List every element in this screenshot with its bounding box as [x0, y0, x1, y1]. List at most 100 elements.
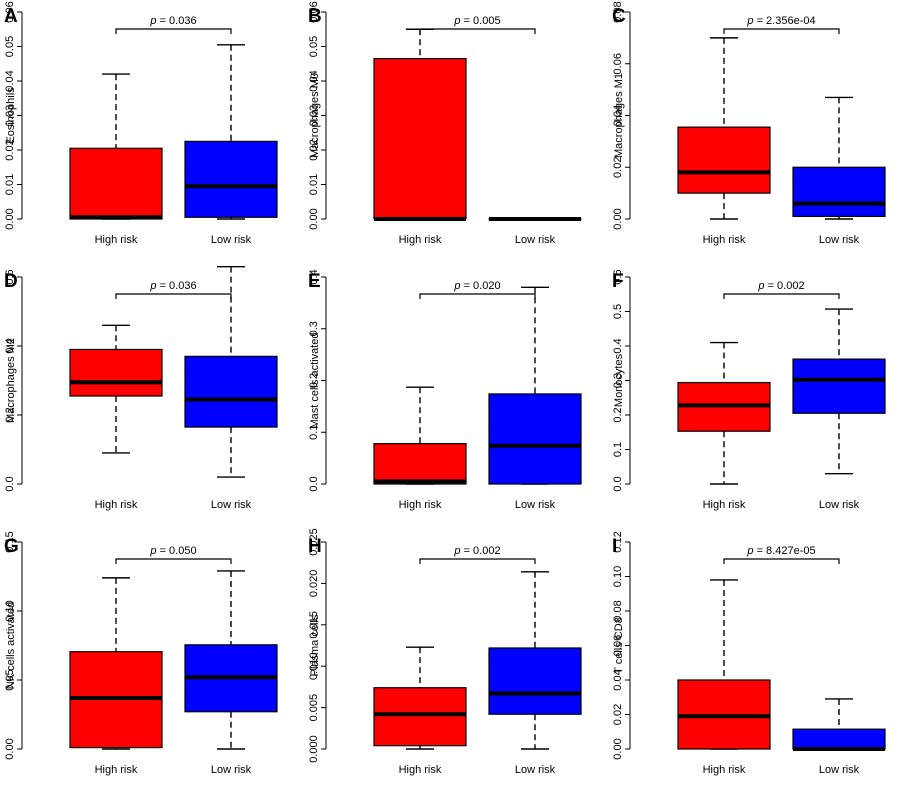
significance-bracket: [116, 294, 231, 299]
significance-bracket: [724, 559, 839, 564]
p-value-label: p = 0.002: [453, 545, 500, 557]
y-tick-label: 0.04: [308, 70, 320, 91]
y-tick-label: 0.00: [4, 738, 16, 759]
x-category-label: Low risk: [211, 764, 252, 776]
p-value-label: p = 0.036: [149, 280, 196, 292]
y-tick-label: 0.3: [612, 373, 624, 388]
y-tick-label: 0.00: [308, 208, 320, 229]
y-tick-label: 0.0: [308, 476, 320, 491]
y-tick-label: 0.08: [612, 1, 624, 22]
y-tick-label: 0.015: [308, 611, 320, 639]
iqr-box: [374, 444, 466, 484]
y-tick-label: 0.04: [612, 669, 624, 690]
y-tick-label: 0.02: [308, 139, 320, 160]
p-value-label: p = 0.002: [757, 280, 804, 292]
iqr-box: [678, 127, 770, 193]
panel-a: AEosinophils0.000.010.020.030.040.050.06…: [4, 1, 277, 246]
significance-bracket: [724, 29, 839, 34]
x-category-label: Low risk: [515, 764, 556, 776]
y-tick-label: 0.0: [612, 476, 624, 491]
x-category-label: High risk: [399, 764, 442, 776]
p-value-label: p = 0.005: [453, 15, 500, 27]
box-low-risk: Low risk: [489, 219, 581, 246]
p-value-label: p = 0.050: [149, 545, 196, 557]
box-high-risk: High risk: [374, 647, 466, 776]
y-tick-label: 0.03: [4, 105, 16, 126]
x-category-label: High risk: [95, 764, 138, 776]
y-tick-label: 0.00: [612, 738, 624, 759]
panel-g: GNK cells activated0.000.050.100.15High …: [4, 531, 277, 776]
panel-i: IT cells CD80.000.020.040.060.080.100.12…: [612, 531, 885, 776]
p-value-label: p = 8.427e-05: [746, 545, 815, 557]
x-category-label: Low risk: [515, 499, 556, 511]
x-category-label: High risk: [703, 764, 746, 776]
iqr-box: [489, 394, 581, 484]
x-category-label: Low risk: [211, 499, 252, 511]
y-tick-label: 0.02: [4, 139, 16, 160]
y-tick-label: 0.0: [4, 476, 16, 491]
iqr-box: [185, 141, 277, 217]
box-high-risk: High risk: [374, 387, 466, 511]
box-low-risk: Low risk: [489, 287, 581, 511]
y-tick-label: 0.02: [612, 157, 624, 178]
x-category-label: High risk: [399, 234, 442, 246]
iqr-box: [793, 729, 885, 749]
x-category-label: Low risk: [819, 234, 860, 246]
iqr-box: [70, 349, 162, 396]
y-tick-label: 0.06: [612, 635, 624, 656]
y-tick-label: 0.01: [4, 174, 16, 195]
y-tick-label: 0.4: [612, 338, 624, 353]
iqr-box: [374, 59, 466, 219]
significance-bracket: [116, 559, 231, 564]
y-tick-label: 0.4: [4, 338, 16, 353]
box-high-risk: High risk: [678, 580, 770, 776]
y-tick-label: 0.020: [308, 570, 320, 598]
y-tick-label: 0.025: [308, 528, 320, 556]
iqr-box: [793, 359, 885, 413]
iqr-box: [70, 148, 162, 219]
box-high-risk: High risk: [70, 74, 162, 246]
box-low-risk: Low risk: [793, 309, 885, 511]
y-tick-label: 0.05: [308, 36, 320, 57]
y-tick-label: 0.2: [308, 373, 320, 388]
y-tick-label: 0.06: [612, 53, 624, 74]
y-tick-label: 0.3: [308, 321, 320, 336]
x-category-label: High risk: [95, 234, 138, 246]
y-tick-label: 0.06: [308, 1, 320, 22]
significance-bracket: [420, 29, 535, 34]
x-category-label: Low risk: [819, 499, 860, 511]
y-tick-label: 0.04: [612, 105, 624, 126]
x-category-label: Low risk: [211, 234, 252, 246]
x-category-label: High risk: [399, 499, 442, 511]
significance-bracket: [420, 559, 535, 564]
y-tick-label: 0.10: [4, 600, 16, 621]
y-tick-label: 0.005: [308, 694, 320, 722]
y-tick-label: 0.08: [612, 600, 624, 621]
iqr-box: [374, 688, 466, 746]
box-low-risk: Low risk: [185, 571, 277, 776]
p-value-label: p = 2.356e-04: [746, 15, 815, 27]
x-category-label: Low risk: [515, 234, 556, 246]
y-tick-label: 0.5: [612, 304, 624, 319]
y-tick-label: 0.04: [4, 70, 16, 91]
y-tick-label: 0.00: [612, 208, 624, 229]
y-tick-label: 0.4: [308, 269, 320, 284]
box-high-risk: High risk: [70, 325, 162, 511]
y-tick-label: 0.10: [612, 566, 624, 587]
y-tick-label: 0.6: [4, 269, 16, 284]
iqr-box: [185, 356, 277, 427]
box-high-risk: High risk: [70, 578, 162, 776]
x-category-label: High risk: [703, 499, 746, 511]
y-tick-label: 0.2: [612, 407, 624, 422]
y-tick-label: 0.1: [612, 442, 624, 457]
y-tick-label: 0.05: [4, 36, 16, 57]
box-low-risk: Low risk: [185, 267, 277, 511]
x-category-label: High risk: [95, 499, 138, 511]
